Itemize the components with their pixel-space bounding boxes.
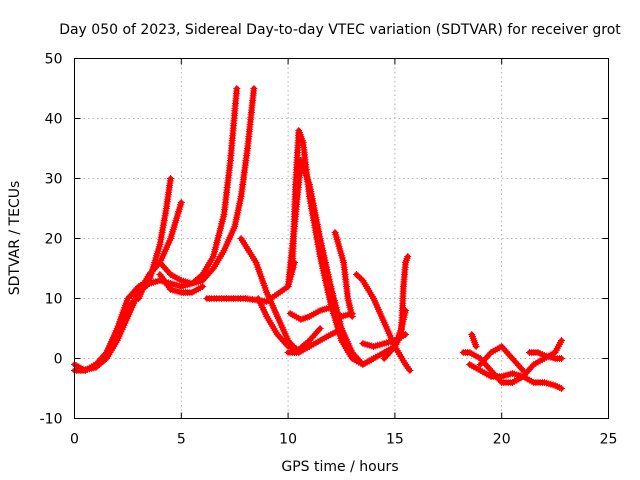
- series-markers: [254, 295, 324, 353]
- y-tick-label: 40: [45, 112, 63, 128]
- x-tick-label: 25: [600, 432, 618, 448]
- x-tick-label: 10: [279, 432, 297, 448]
- data-series: [71, 85, 565, 392]
- series-arc-23: [468, 331, 480, 350]
- series-arc-4: [135, 85, 258, 302]
- y-tick-label: 0: [54, 352, 63, 368]
- series-markers: [331, 229, 356, 320]
- y-axis-label: SDTVAR / TECUs: [7, 181, 23, 296]
- series-markers: [156, 271, 207, 296]
- y-tick-label: 30: [45, 172, 63, 188]
- series-markers: [476, 343, 527, 374]
- y-tick-label: -10: [40, 412, 63, 428]
- grid: [74, 58, 609, 419]
- axis-ticks: 0 5 10 15 20 25 -10 0 10 20 30 40 50: [40, 52, 618, 448]
- series-markers: [284, 157, 405, 368]
- series-arc-20: [476, 343, 527, 374]
- x-axis-label: GPS time / hours: [281, 459, 398, 475]
- series-band: [204, 260, 298, 304]
- series-markers: [468, 331, 480, 350]
- series-arc-12: [286, 304, 356, 323]
- series-markers: [397, 253, 412, 338]
- series-arc-10: [284, 157, 405, 368]
- x-tick-label: 15: [386, 432, 404, 448]
- series-arc-11: [284, 328, 341, 356]
- series-markers: [284, 328, 341, 356]
- series-arc-2: [71, 85, 241, 374]
- series-arc-5: [156, 271, 207, 296]
- series-arc-8: [254, 295, 324, 353]
- chart-title: Day 050 of 2023, Sidereal Day-to-day VTE…: [59, 22, 621, 38]
- y-tick-label: 10: [45, 292, 63, 308]
- y-tick-label: 50: [45, 52, 63, 68]
- series-arc-22: [526, 349, 565, 362]
- series-band: [467, 362, 565, 391]
- series-arc-21: [508, 337, 565, 386]
- series-arc-17: [397, 253, 412, 338]
- series-band: [72, 86, 240, 373]
- series-markers: [135, 85, 258, 302]
- series-markers: [286, 304, 356, 323]
- y-tick-label: 20: [45, 232, 63, 248]
- series-markers: [526, 349, 565, 362]
- x-tick-label: 0: [70, 432, 79, 448]
- series-band: [72, 176, 174, 373]
- series-markers: [71, 85, 241, 374]
- x-tick-label: 5: [177, 432, 186, 448]
- x-tick-label: 20: [493, 432, 511, 448]
- series-arc-13: [331, 229, 356, 320]
